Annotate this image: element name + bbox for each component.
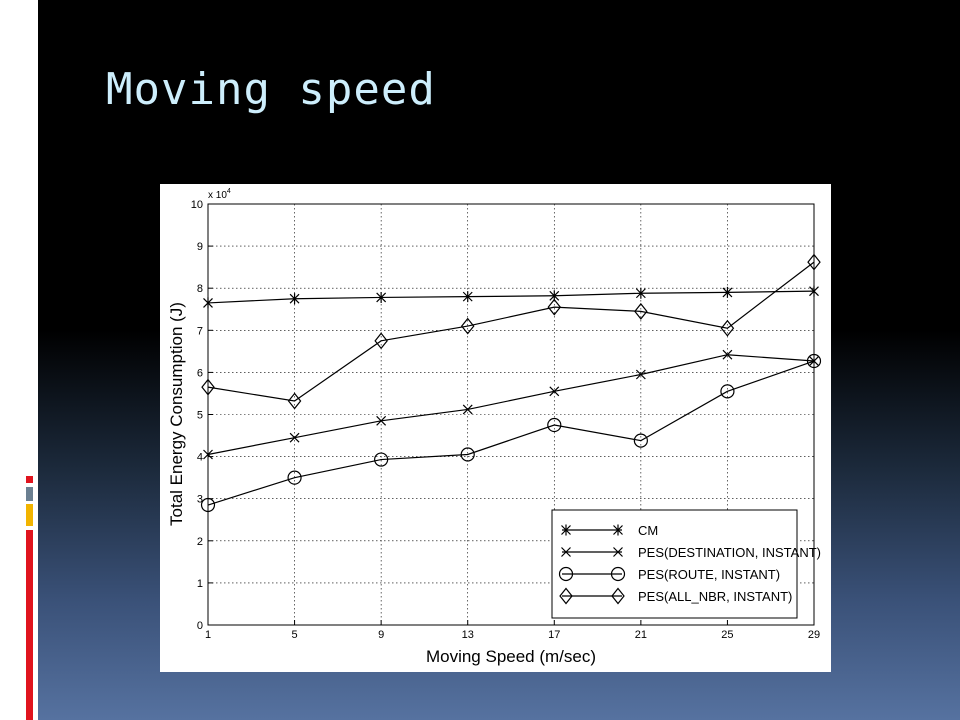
data-point	[287, 392, 302, 410]
data-point	[287, 470, 302, 485]
legend-marker	[610, 566, 626, 582]
legend-label: PES(ALL_NBR, INSTANT)	[638, 589, 792, 604]
legend-marker	[558, 566, 574, 582]
data-point	[376, 415, 387, 426]
series-line	[207, 261, 815, 402]
legend-entry: PES(DESTINATION, INSTANT)	[561, 545, 821, 560]
legend-label: PES(DESTINATION, INSTANT)	[638, 545, 821, 560]
legend-marker	[559, 587, 573, 605]
y-tick-label: 8	[197, 283, 203, 295]
slide-title: Moving speed	[106, 64, 436, 115]
data-point	[809, 356, 819, 366]
legend-entry: PES(ROUTE, INSTANT)	[558, 566, 780, 582]
y-tick-label: 1	[197, 578, 203, 590]
data-point	[806, 353, 822, 369]
y-tick-label: 7	[197, 325, 203, 337]
data-point	[374, 452, 389, 467]
accent-red-2	[26, 530, 33, 720]
legend: CM PES(DESTINATION, INSTANT) PES(ROUTE, IN…	[551, 509, 821, 619]
accent-gray	[26, 487, 33, 501]
y-tick-label: 0	[197, 620, 203, 632]
data-point	[720, 384, 735, 399]
series-line	[207, 290, 815, 304]
data-point	[547, 298, 562, 316]
data-point	[460, 317, 475, 335]
x-tick-label: 29	[808, 629, 820, 641]
series-0	[203, 285, 819, 309]
legend-marker	[561, 547, 571, 557]
x-tick-label: 5	[292, 629, 298, 641]
y-tick-label: 3	[197, 494, 203, 506]
data-point	[460, 447, 475, 462]
legend-entry: PES(ALL_NBR, INSTANT)	[559, 587, 792, 605]
data-point	[722, 286, 733, 298]
legend-marker	[611, 587, 625, 605]
data-point	[200, 497, 216, 513]
data-point	[462, 291, 473, 303]
data-point	[635, 287, 646, 299]
legend-label: CM	[638, 523, 658, 538]
y-tick-label: 2	[197, 536, 203, 548]
x-tick-label: 25	[721, 629, 733, 641]
y-tick-label: 9	[197, 241, 203, 253]
x-tick-label: 17	[548, 629, 560, 641]
y-tick-label: 4	[197, 452, 203, 464]
x-tick-label: 13	[462, 629, 474, 641]
series-2	[200, 353, 822, 513]
legend-marker	[613, 524, 623, 536]
series-3	[201, 253, 821, 410]
y-axis-label: Total Energy Consumption (J)	[167, 302, 186, 526]
data-point	[201, 378, 215, 396]
x-tick-label: 21	[635, 629, 647, 641]
data-point	[807, 253, 821, 271]
data-point	[462, 404, 473, 415]
y-tick-label: 10	[191, 199, 203, 211]
series-line	[207, 360, 815, 506]
x-tick-label: 1	[205, 629, 211, 641]
data-point	[635, 369, 646, 380]
accent-red-1	[26, 476, 33, 483]
data-point	[809, 285, 819, 297]
legend-box	[551, 509, 798, 619]
accent-gold	[26, 504, 33, 526]
data-point	[203, 449, 213, 460]
y-tick-label: 5	[197, 410, 203, 422]
data-point	[634, 302, 648, 320]
data-point	[289, 293, 300, 305]
chart-figure: 1 5 9 13 17 21 25 29 0 1 2 3 4 5 6 7 8 9 10 x 104 Total En…	[160, 184, 831, 672]
data-point	[374, 332, 388, 350]
data-point	[722, 349, 733, 360]
legend-marker	[561, 524, 571, 536]
data-point	[720, 319, 735, 337]
y-multiplier: x 104	[208, 188, 231, 201]
x-axis-label: Moving Speed (m/sec)	[426, 647, 596, 666]
data-point	[547, 417, 562, 433]
data-point	[203, 297, 213, 309]
x-tick-label: 9	[378, 629, 384, 641]
series-line	[207, 354, 815, 456]
legend-entry: CM	[561, 523, 658, 538]
y-tick-label: 6	[197, 367, 203, 379]
data-point	[549, 386, 560, 397]
data-point	[376, 291, 387, 303]
legend-marker	[613, 547, 623, 557]
data-point	[289, 432, 300, 443]
series-1	[203, 349, 819, 460]
legend-label: PES(ROUTE, INSTANT)	[638, 567, 780, 582]
data-point	[633, 433, 648, 448]
